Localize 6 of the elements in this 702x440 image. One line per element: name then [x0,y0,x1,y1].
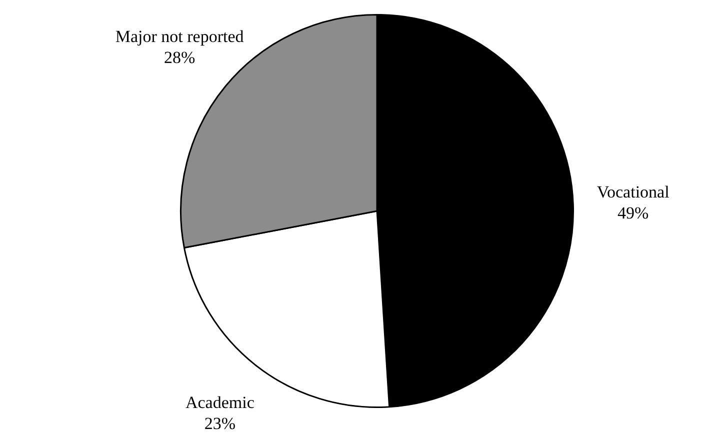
slice-label: Vocational [596,182,670,202]
slice-label: Academic [185,392,255,412]
data-label: 49% [618,203,649,222]
data-label: 28% [164,48,196,68]
slice-label: Major not reported [115,27,244,46]
data-label: 23% [204,414,236,433]
